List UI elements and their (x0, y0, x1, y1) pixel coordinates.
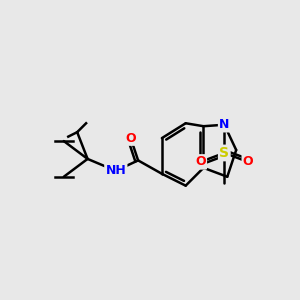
Text: S: S (219, 146, 229, 160)
Text: N: N (219, 118, 230, 131)
Text: O: O (243, 155, 254, 168)
Text: O: O (195, 155, 206, 168)
Text: NH: NH (105, 164, 126, 177)
Text: O: O (125, 132, 136, 145)
